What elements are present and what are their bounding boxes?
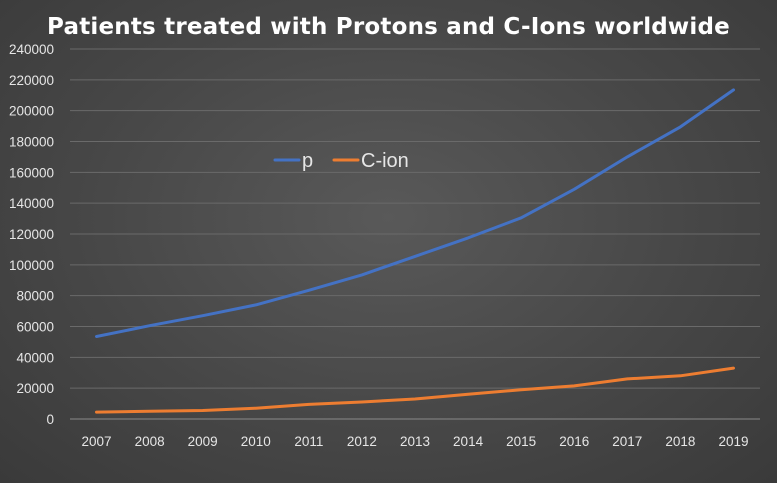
series-line-c-ion [95,366,735,414]
y-tick-label: 160000 [9,165,54,180]
x-tick-label: 2012 [347,434,377,449]
x-tick-label: 2014 [453,434,484,449]
y-tick-label: 0 [46,412,54,427]
x-tick-label: 2010 [241,434,271,449]
y-tick-label: 140000 [9,196,54,211]
y-tick-label: 220000 [9,73,54,88]
series-line-p [95,88,735,338]
y-tick-label: 60000 [16,320,54,335]
y-tick-label: 120000 [9,227,54,242]
legend-label: p [302,150,313,172]
y-tick-label: 180000 [9,135,54,150]
legend-label: C-ion [361,150,409,172]
x-tick-label: 2011 [294,434,323,449]
chart-title: Patients treated with Protons and C-Ions… [47,14,730,40]
x-axis-ticks: 2007 2008 2009 2010 2011 2012 2013 2014 2015 2016… [82,434,749,449]
x-tick-label: 2018 [665,434,695,449]
legend: p C-ion [273,150,409,172]
series-lines [95,88,735,414]
y-tick-label: 200000 [9,104,54,119]
y-axis-ticks: 0 20000 40000 60000 80000 100000 120000 140000 1… [9,42,54,427]
gridlines [70,48,760,420]
x-tick-label: 2019 [718,434,748,449]
x-tick-label: 2016 [559,434,589,449]
y-tick-label: 40000 [16,350,54,365]
y-tick-label: 20000 [16,381,54,396]
y-tick-label: 80000 [16,289,54,304]
x-tick-label: 2007 [82,434,112,449]
y-tick-label: 240000 [9,42,54,57]
x-tick-label: 2015 [506,434,536,449]
x-tick-label: 2009 [188,434,218,449]
x-tick-label: 2008 [135,434,165,449]
y-tick-label: 100000 [9,258,54,273]
x-tick-label: 2017 [612,434,642,449]
x-tick-label: 2013 [400,434,430,449]
